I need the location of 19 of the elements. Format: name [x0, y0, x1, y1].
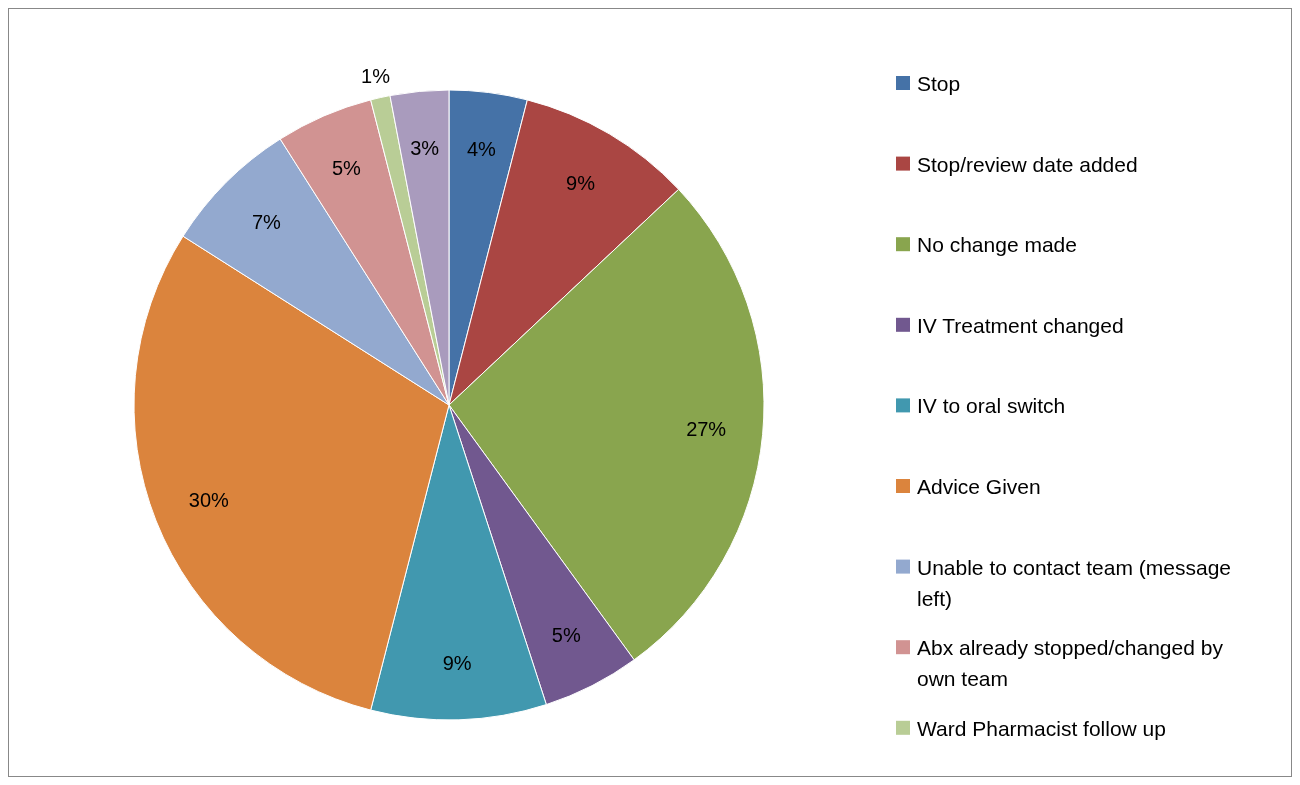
data-label: 4%: [466, 137, 497, 160]
data-label: 30%: [188, 489, 230, 512]
legend-label: IV Treatment changed: [917, 313, 1124, 337]
legend-label: No change made: [917, 232, 1077, 256]
legend-label: Ward Pharmacist follow up: [917, 716, 1166, 740]
legend-label: Advice Given: [917, 474, 1041, 498]
data-label: 5%: [551, 624, 581, 647]
legend-label: Unable to contact team (message left): [917, 555, 1231, 610]
data-label: 3%: [410, 136, 440, 159]
legend-label: Stop/review date added: [917, 152, 1138, 176]
data-label: 9%: [566, 171, 596, 194]
legend-label: Abx already stopped/changed by own team: [917, 635, 1224, 690]
data-label: 5%: [331, 156, 362, 179]
data-label: 1%: [361, 65, 391, 88]
legend-label: IV to oral switch: [917, 393, 1066, 417]
data-label: 7%: [251, 211, 282, 234]
legend-label: Stop: [917, 71, 961, 95]
data-label: 27%: [686, 418, 727, 441]
data-label: 9%: [442, 652, 472, 675]
